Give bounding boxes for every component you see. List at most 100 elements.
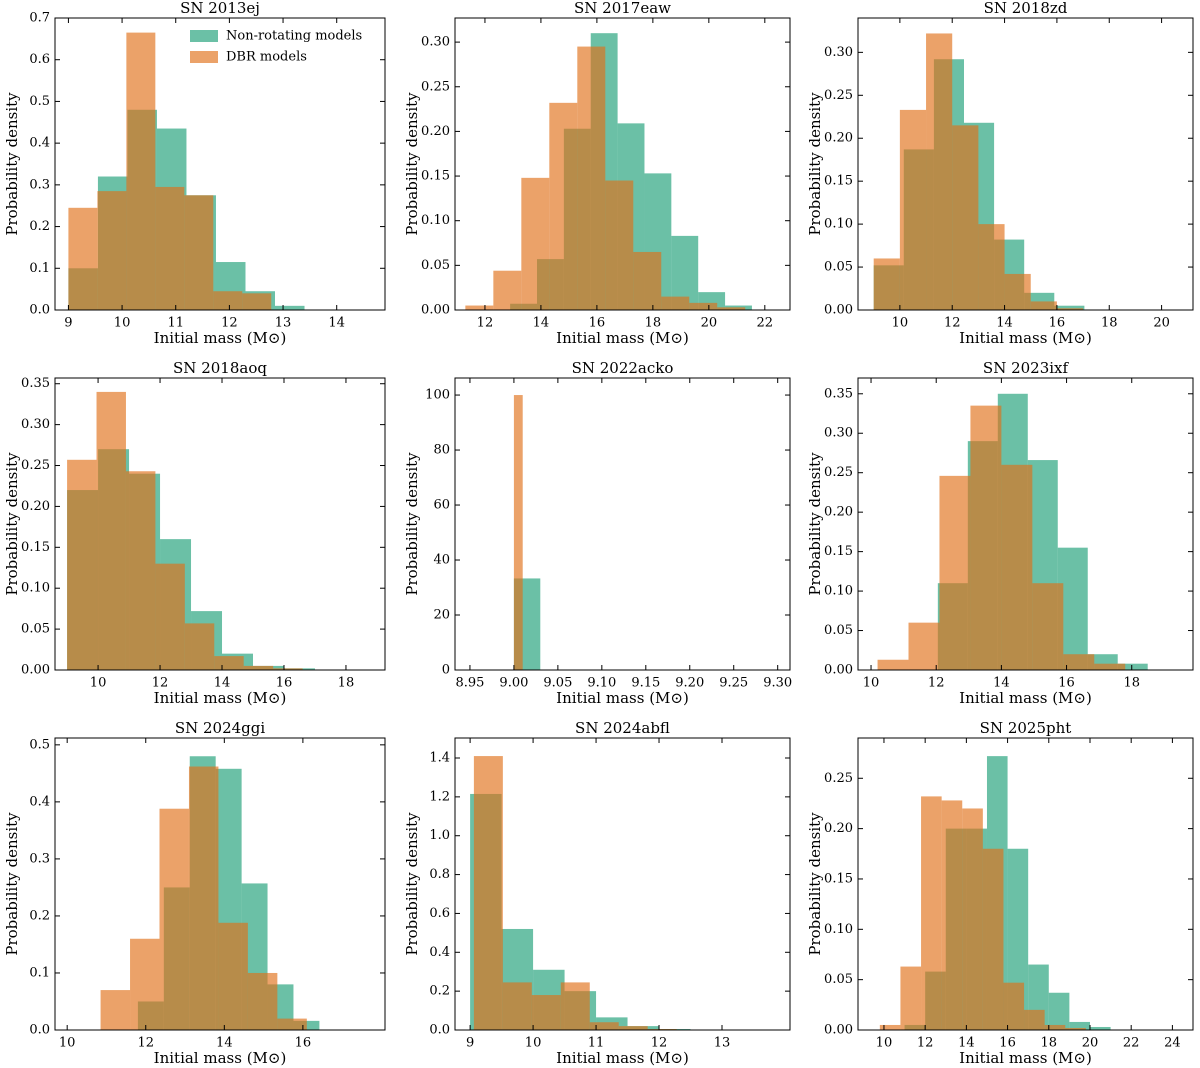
legend-swatch <box>190 51 218 63</box>
y-tick-label: 0.30 <box>824 426 853 441</box>
histogram-bar <box>1065 1027 1086 1030</box>
x-tick-label: 9.20 <box>675 676 704 691</box>
y-tick-label: 0.35 <box>824 386 853 401</box>
y-tick-label: 0.30 <box>21 417 50 432</box>
histogram-bar <box>126 32 156 310</box>
y-axis-label: Probability density <box>806 92 824 236</box>
histogram-bar <box>1032 583 1064 670</box>
y-tick-label: 0.00 <box>824 663 853 678</box>
x-tick-label: 9 <box>64 316 72 331</box>
y-tick-label: 0.25 <box>824 771 853 786</box>
histogram-bar <box>1054 305 1085 310</box>
panel-title: SN 2018zd <box>984 0 1068 17</box>
x-tick-label: 8.95 <box>455 676 484 691</box>
y-tick-label: 0.25 <box>21 458 50 473</box>
y-axis-label: Probability density <box>3 92 21 236</box>
x-tick-label: 10 <box>90 676 107 691</box>
legend-label: Non-rotating models <box>226 29 362 44</box>
y-tick-label: 0.4 <box>29 794 50 809</box>
histogram-bar <box>899 109 927 310</box>
y-tick-label: 0.05 <box>824 260 853 275</box>
plot-frame <box>54 737 386 1031</box>
histogram-bar <box>493 270 522 310</box>
y-tick-label: 0.00 <box>421 303 450 318</box>
histogram-bar <box>513 395 523 670</box>
x-tick-label: 18 <box>1123 676 1140 691</box>
histogram-bar <box>521 177 550 310</box>
panel-title: SN 2025pht <box>980 719 1072 737</box>
panel-title: SN 2013ej <box>180 0 260 17</box>
x-axis-label: Initial mass (M⊙) <box>959 329 1092 347</box>
x-tick-label: 14 <box>993 676 1010 691</box>
panel: 10 12 14 16 18 0.00 0.05 0.10 0.15 0.20 0.25 0.30 0.… <box>3 359 386 707</box>
x-tick-label: 13 <box>714 1036 731 1051</box>
y-tick-label: 0.1 <box>29 261 50 276</box>
x-tick-label: 24 <box>1164 1036 1181 1051</box>
y-axis-label: Probability density <box>403 452 421 596</box>
panel-title: SN 2024ggi <box>175 719 266 737</box>
histogram-bar <box>900 966 922 1030</box>
histogram-bar <box>130 938 160 1030</box>
histogram-bar <box>277 1018 307 1030</box>
histogram-bar <box>275 305 305 310</box>
y-tick-label: 1.4 <box>429 751 450 766</box>
y-tick-label: 0.30 <box>421 35 450 50</box>
histogram-bar <box>978 224 1005 310</box>
histogram-bar <box>939 475 971 670</box>
y-tick-label: 0 <box>442 663 450 678</box>
histogram-bar <box>243 665 274 670</box>
histogram-bar <box>218 922 248 1030</box>
histogram-bar <box>473 756 503 1030</box>
panel: 9 10 11 12 13 14 0.0 0.1 0.2 0.3 0.4 0.5 0.6 0.7 SN 20… <box>3 0 386 347</box>
y-tick-label: 40 <box>433 553 450 568</box>
y-tick-label: 0.30 <box>824 45 853 60</box>
y-tick-label: 0.00 <box>824 303 853 318</box>
x-axis-label: Initial mass (M⊙) <box>154 329 287 347</box>
y-tick-label: 0.10 <box>824 217 853 232</box>
y-tick-label: 0.15 <box>824 871 853 886</box>
histogram-bar <box>1089 1026 1111 1030</box>
histogram-bar <box>605 180 634 310</box>
histogram-bar <box>941 800 963 1030</box>
y-tick-label: 0.10 <box>21 581 50 596</box>
histogram-bar <box>96 391 126 670</box>
y-tick-label: 0.10 <box>421 213 450 228</box>
y-tick-label: 0.25 <box>824 88 853 103</box>
histogram-bar <box>1094 663 1126 670</box>
histogram-bar <box>531 995 561 1030</box>
histogram-bar <box>100 990 131 1030</box>
y-tick-label: 0.15 <box>824 174 853 189</box>
histogram-bar <box>952 125 979 311</box>
y-tick-label: 0.15 <box>421 169 450 184</box>
x-tick-label: 11 <box>167 316 184 331</box>
y-tick-label: 0.0 <box>29 1023 50 1038</box>
histogram-bar <box>155 186 185 310</box>
x-tick-label: 20 <box>701 316 718 331</box>
x-axis-label: Initial mass (M⊙) <box>154 689 287 707</box>
x-tick-label: 9.30 <box>763 676 792 691</box>
panel: 10 12 14 16 0.0 0.1 0.2 0.3 0.4 0.5 SN 2024ggi Init… <box>3 719 386 1067</box>
x-tick-label: 16 <box>276 676 293 691</box>
x-tick-label: 9.00 <box>499 676 528 691</box>
plot-frame <box>54 377 386 671</box>
panel-title: SN 2022acko <box>572 359 674 377</box>
x-tick-label: 12 <box>944 316 961 331</box>
histogram-bar <box>873 258 900 310</box>
x-tick-label: 16 <box>1049 316 1066 331</box>
histogram-bar <box>465 305 494 310</box>
y-tick-label: 0.05 <box>21 622 50 637</box>
plot-frame <box>454 377 791 671</box>
y-axis-label: Probability density <box>3 812 21 956</box>
y-tick-label: 0.2 <box>429 984 450 999</box>
histogram-bar <box>1003 982 1025 1030</box>
y-tick-label: 20 <box>433 608 450 623</box>
y-tick-label: 0.05 <box>824 623 853 638</box>
histogram-bar <box>661 296 690 310</box>
x-tick-label: 22 <box>1123 1036 1140 1051</box>
y-axis-label: Probability density <box>403 812 421 956</box>
histogram-bar <box>1044 1024 1066 1030</box>
histogram-bar <box>1048 992 1070 1030</box>
y-tick-label: 0.05 <box>824 972 853 987</box>
histogram-bar <box>184 623 215 670</box>
panel-title: SN 2017eaw <box>574 0 671 17</box>
